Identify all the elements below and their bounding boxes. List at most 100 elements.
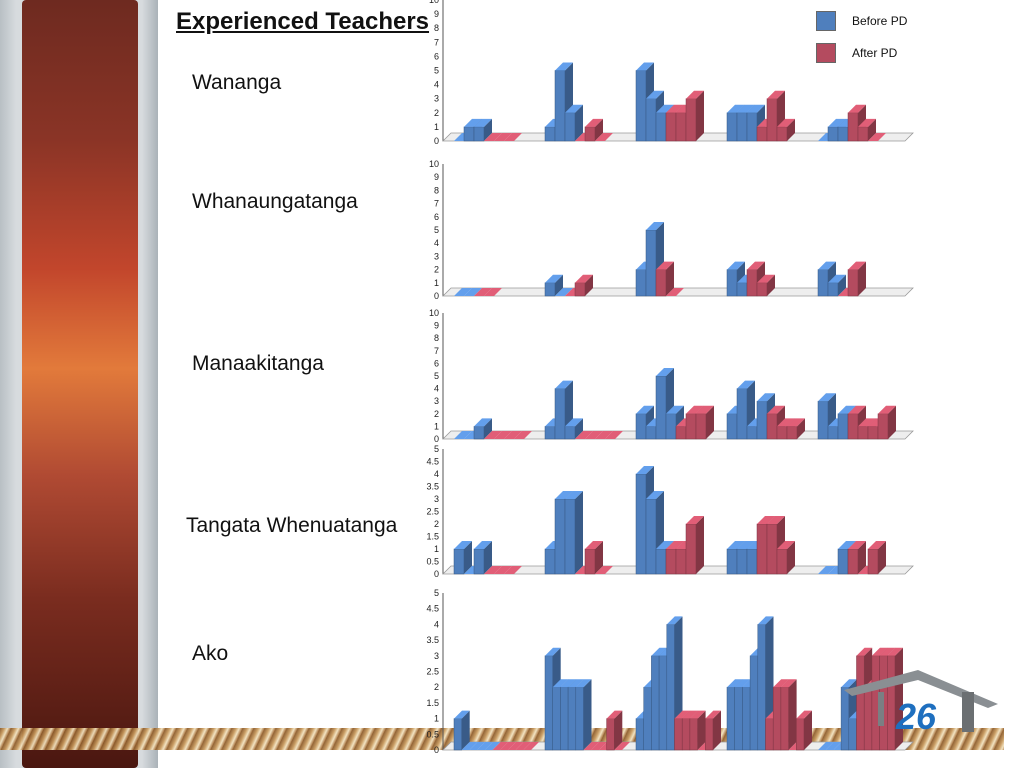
bar-before — [749, 655, 759, 751]
bar-before — [726, 413, 738, 440]
bar-before-top — [474, 118, 492, 127]
bar-after-side — [696, 90, 704, 141]
bar-after-top — [686, 90, 704, 99]
bar-after — [685, 98, 697, 142]
bar-before-top — [666, 405, 684, 414]
legend-item-before: Before PD — [816, 10, 907, 32]
y-tick-label: 8 — [434, 23, 439, 33]
bar-before — [736, 112, 748, 142]
bar-after — [776, 548, 788, 575]
bar-before — [734, 686, 743, 751]
bar-after-top — [666, 288, 684, 296]
bar-after-side — [614, 710, 623, 750]
bar-after-top — [595, 566, 613, 574]
bar-after-top — [780, 679, 797, 688]
y-tick-label: 10 — [429, 308, 439, 318]
bar-before-top — [737, 541, 755, 549]
bar-after-top — [494, 431, 512, 439]
bar-after-top — [858, 118, 876, 127]
bar-before-top — [636, 466, 654, 474]
y-tick-label: 8 — [434, 333, 439, 343]
bar-after-top — [767, 90, 785, 99]
bar-after — [665, 548, 677, 575]
bar-after — [847, 112, 859, 142]
bar-before — [746, 112, 758, 142]
bar-after-side — [787, 118, 795, 141]
bar-before — [756, 400, 768, 440]
bar-after — [857, 426, 869, 440]
bar-before-top — [727, 679, 743, 688]
bar-before-top — [727, 104, 745, 113]
logo-image — [844, 670, 998, 732]
y-tick-label: 0 — [434, 291, 439, 301]
y-tick-label: 0 — [434, 745, 439, 755]
bar-before-top — [818, 566, 836, 574]
bar-after — [695, 413, 707, 440]
bar-after-side — [804, 710, 812, 750]
bar-after-top — [848, 541, 866, 549]
y-tick-label: 2.5 — [426, 667, 439, 677]
y-tick-label: 4.5 — [426, 604, 439, 614]
bar-before — [635, 70, 647, 142]
bar-after — [681, 718, 691, 751]
bar-before-side — [575, 418, 583, 439]
bar-after-top — [856, 647, 873, 656]
bar-after-top — [575, 431, 593, 439]
y-tick-label: 0.5 — [426, 557, 439, 567]
bar-before — [837, 126, 849, 142]
bar-after-top — [523, 742, 539, 750]
y-tick-label: 4 — [434, 238, 439, 248]
bar-after — [584, 548, 596, 575]
bar-before — [746, 548, 758, 575]
bar-before-top — [565, 491, 583, 499]
bar-after — [857, 126, 869, 142]
y-tick-label: 2 — [434, 682, 439, 692]
bar-after-top — [879, 647, 896, 656]
bar-after-side — [858, 541, 866, 574]
bar-after-top — [757, 274, 775, 283]
bar-after — [665, 112, 677, 142]
bar-after — [867, 426, 879, 440]
bar-before — [665, 413, 677, 440]
bar-before-top — [727, 541, 745, 549]
bar-before-top — [555, 380, 573, 389]
bar-after-side — [868, 118, 876, 141]
y-tick-label: 1 — [434, 421, 439, 431]
y-tick-label: 4.5 — [426, 457, 439, 467]
y-tick-label: 3 — [434, 494, 439, 504]
bar-after — [685, 523, 697, 575]
y-tick-label: 2 — [434, 265, 439, 275]
bar-before-top — [545, 274, 563, 283]
bar-after-side — [787, 541, 795, 574]
y-tick-label: 10 — [429, 159, 439, 169]
y-tick-label: 0 — [434, 569, 439, 579]
bar-before — [554, 498, 566, 575]
bar-after — [766, 523, 778, 575]
bar-before — [655, 375, 667, 440]
bar-after-top — [504, 431, 522, 439]
y-tick-label: 1.5 — [426, 698, 439, 708]
label-ako: Ako — [192, 642, 229, 665]
bar-before-top — [656, 368, 674, 376]
bar-before-top — [757, 393, 775, 402]
bar-after — [689, 718, 698, 751]
bar-after-top — [868, 541, 886, 549]
bar-after-side — [595, 118, 603, 141]
bar-before-top — [727, 261, 745, 270]
bar-before — [736, 282, 748, 297]
y-tick-label: 3.5 — [426, 635, 439, 645]
bar-after-top — [484, 566, 502, 574]
bar-after — [776, 126, 788, 142]
legend-item-after: After PD — [816, 42, 907, 64]
bar-before — [827, 282, 839, 297]
bar-after — [574, 282, 586, 297]
bar-before-top — [666, 616, 683, 625]
bar-before-top — [737, 104, 755, 113]
bar-after-top — [500, 742, 516, 750]
bar-after-top — [777, 541, 795, 549]
label-whanaungatanga: Whanaungatanga — [192, 190, 358, 213]
y-tick-label: 1.5 — [426, 532, 439, 542]
bar-after-top — [773, 679, 789, 688]
bar-after-top — [585, 118, 603, 127]
y-tick-label: 4 — [434, 80, 439, 90]
